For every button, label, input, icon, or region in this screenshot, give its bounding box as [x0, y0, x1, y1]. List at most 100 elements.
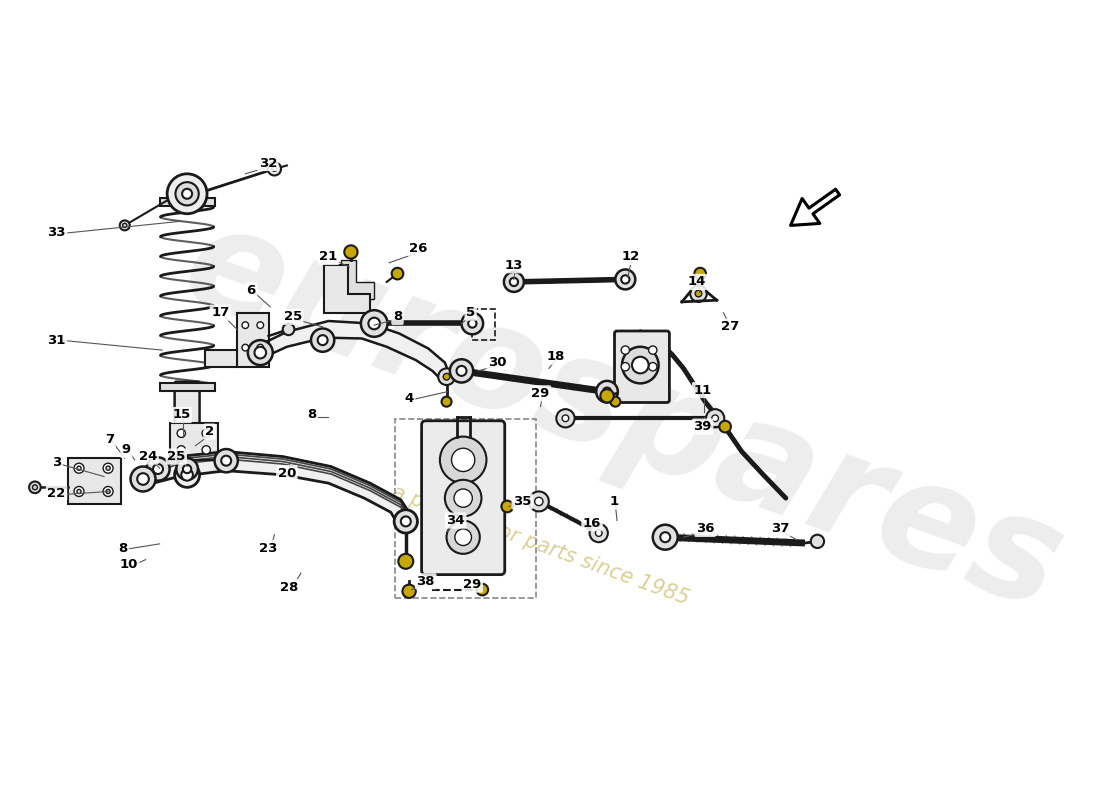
Circle shape: [504, 272, 524, 292]
Circle shape: [469, 319, 476, 328]
FancyBboxPatch shape: [421, 421, 505, 574]
Text: 14: 14: [688, 275, 706, 289]
Circle shape: [451, 448, 475, 471]
Text: a passion for parts since 1985: a passion for parts since 1985: [389, 482, 692, 609]
Circle shape: [361, 310, 387, 337]
Circle shape: [535, 498, 543, 506]
Text: eurospares: eurospares: [166, 193, 1081, 641]
Circle shape: [176, 182, 199, 206]
Circle shape: [601, 389, 614, 402]
Circle shape: [632, 357, 649, 374]
Text: 15: 15: [173, 409, 190, 422]
Text: 36: 36: [696, 522, 714, 535]
Circle shape: [202, 429, 210, 438]
Text: 37: 37: [771, 522, 789, 535]
Text: 25: 25: [284, 310, 301, 323]
Circle shape: [440, 437, 486, 483]
Text: 2: 2: [205, 425, 214, 438]
Text: 29: 29: [531, 387, 550, 400]
Circle shape: [106, 490, 110, 494]
Text: 8: 8: [307, 409, 317, 422]
Circle shape: [394, 510, 417, 533]
Text: 31: 31: [47, 334, 66, 346]
Circle shape: [146, 458, 169, 481]
Text: 26: 26: [409, 242, 428, 255]
Circle shape: [177, 446, 186, 454]
Circle shape: [257, 322, 264, 329]
Circle shape: [77, 490, 81, 494]
Text: 7: 7: [106, 434, 114, 446]
FancyArrowPatch shape: [791, 190, 839, 226]
Circle shape: [621, 275, 629, 283]
Text: 22: 22: [47, 486, 66, 500]
Circle shape: [106, 466, 110, 470]
Circle shape: [182, 469, 192, 481]
Circle shape: [610, 397, 620, 406]
Text: 12: 12: [621, 250, 639, 263]
Polygon shape: [236, 313, 268, 366]
Circle shape: [74, 486, 84, 497]
Circle shape: [660, 532, 670, 542]
Circle shape: [123, 223, 126, 227]
Circle shape: [562, 415, 569, 422]
Circle shape: [175, 462, 199, 487]
Circle shape: [595, 530, 602, 536]
Text: 20: 20: [277, 466, 296, 480]
Circle shape: [652, 525, 678, 550]
Circle shape: [615, 270, 636, 290]
Circle shape: [694, 268, 706, 279]
Text: 21: 21: [319, 250, 338, 263]
Text: 29: 29: [463, 578, 482, 591]
Circle shape: [183, 465, 191, 473]
Text: 34: 34: [447, 514, 465, 527]
Circle shape: [103, 486, 113, 497]
Circle shape: [318, 335, 328, 345]
Circle shape: [176, 458, 198, 480]
Polygon shape: [68, 458, 121, 504]
Circle shape: [462, 313, 483, 334]
Circle shape: [450, 359, 473, 382]
Circle shape: [272, 166, 277, 171]
Circle shape: [649, 362, 657, 371]
Polygon shape: [206, 350, 236, 366]
Circle shape: [690, 286, 707, 302]
FancyBboxPatch shape: [615, 331, 670, 402]
Polygon shape: [341, 260, 374, 298]
Circle shape: [712, 415, 718, 422]
Circle shape: [557, 409, 574, 427]
Bar: [395, 419, 537, 598]
Text: 32: 32: [258, 157, 277, 170]
Circle shape: [706, 409, 724, 427]
Circle shape: [590, 524, 608, 542]
Text: 17: 17: [211, 306, 230, 319]
Text: 11: 11: [693, 383, 712, 397]
Circle shape: [32, 485, 37, 490]
Circle shape: [695, 290, 702, 297]
Circle shape: [242, 322, 249, 329]
Circle shape: [368, 318, 379, 330]
Circle shape: [392, 268, 404, 279]
Circle shape: [509, 278, 518, 286]
Circle shape: [254, 346, 266, 358]
Text: 5: 5: [466, 306, 475, 319]
Circle shape: [183, 189, 192, 198]
Circle shape: [455, 529, 472, 546]
Circle shape: [441, 397, 451, 406]
Circle shape: [443, 374, 450, 380]
Text: 30: 30: [488, 356, 506, 369]
Circle shape: [476, 584, 488, 595]
Text: 6: 6: [246, 284, 256, 297]
Circle shape: [242, 344, 249, 351]
Circle shape: [403, 585, 416, 598]
Text: 8: 8: [119, 542, 128, 554]
Circle shape: [502, 501, 513, 512]
FancyBboxPatch shape: [175, 382, 199, 460]
Circle shape: [311, 329, 334, 352]
Circle shape: [29, 482, 41, 493]
Circle shape: [120, 220, 130, 230]
Text: 18: 18: [547, 350, 564, 363]
Text: 39: 39: [693, 420, 712, 433]
Text: 35: 35: [513, 495, 531, 508]
Circle shape: [267, 162, 282, 175]
Circle shape: [153, 464, 163, 474]
